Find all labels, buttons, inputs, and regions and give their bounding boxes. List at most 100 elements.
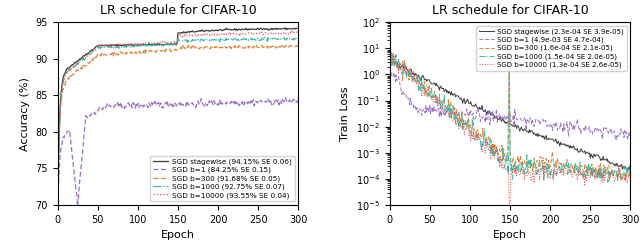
X-axis label: Epoch: Epoch [493, 230, 527, 240]
SGD b=10000 (93.55% SE 0.04) [151, 41, 159, 44]
SGD b=10000 (1.3e-04 SE 2.6e-05) [387, 51, 394, 54]
SGD b=1 (84.25% SE 0.15) [278, 102, 285, 105]
SGD b=1000 (1.5e-04 SE 2.0e-05) [611, 168, 618, 171]
SGD b=300 (1.6e-04 SE 2.1e-05) [386, 57, 394, 60]
Line: SGD b=10000 (93.55% SE 0.04): SGD b=10000 (93.55% SE 0.04) [58, 31, 298, 205]
SGD b=300 (91.68% SE 0.05) [276, 45, 284, 48]
SGD b=1000 (92.75% SE 0.07) [294, 36, 302, 39]
SGD b=1 (84.25% SE 0.15) [152, 101, 159, 103]
Line: SGD b=300 (1.6e-04 SE 2.1e-05): SGD b=300 (1.6e-04 SE 2.1e-05) [390, 49, 630, 181]
SGD b=1 (4.9e-03 SE 4.7e-04) [575, 128, 583, 131]
Line: SGD b=1 (84.25% SE 0.15): SGD b=1 (84.25% SE 0.15) [58, 98, 298, 207]
SGD b=300 (91.68% SE 0.05) [257, 46, 264, 49]
Line: SGD b=300 (91.68% SE 0.05): SGD b=300 (91.68% SE 0.05) [58, 44, 298, 205]
SGD b=1000 (92.75% SE 0.07) [257, 38, 264, 41]
SGD b=1000 (92.75% SE 0.07) [267, 36, 275, 39]
Y-axis label: Accuracy (%): Accuracy (%) [20, 77, 30, 151]
SGD b=1000 (1.5e-04 SE 2.0e-05) [576, 161, 584, 164]
SGD b=1000 (92.75% SE 0.07) [278, 38, 285, 41]
SGD b=1 (84.25% SE 0.15) [159, 106, 167, 109]
SGD stagewise (2.3e-04 SE 3.9e-05) [575, 150, 583, 153]
SGD b=1 (4.9e-03 SE 4.7e-04) [483, 118, 491, 121]
SGD b=300 (1.6e-04 SE 2.1e-05) [491, 143, 499, 145]
SGD b=300 (91.68% SE 0.05) [294, 46, 302, 49]
SGD b=1 (84.25% SE 0.15) [54, 204, 61, 206]
SGD b=10000 (93.55% SE 0.04) [257, 32, 264, 35]
SGD b=10000 (1.3e-04 SE 2.6e-05) [611, 180, 618, 183]
SGD b=300 (91.68% SE 0.05) [54, 204, 61, 206]
Title: LR schedule for CIFAR-10: LR schedule for CIFAR-10 [432, 4, 588, 17]
SGD b=1 (84.25% SE 0.15) [219, 102, 227, 105]
SGD b=1 (4.9e-03 SE 4.7e-04) [550, 123, 558, 126]
SGD stagewise (2.3e-04 SE 3.9e-05) [386, 59, 394, 62]
SGD stagewise (2.3e-04 SE 3.9e-05) [627, 165, 634, 168]
SGD b=1000 (1.5e-04 SE 2.0e-05) [589, 166, 597, 169]
SGD b=1 (4.9e-03 SE 4.7e-04) [491, 117, 499, 120]
X-axis label: Epoch: Epoch [161, 230, 195, 240]
SGD b=1 (84.25% SE 0.15) [244, 102, 252, 105]
SGD b=1000 (92.75% SE 0.07) [54, 204, 61, 206]
SGD b=300 (91.68% SE 0.05) [279, 43, 287, 46]
SGD b=10000 (93.55% SE 0.04) [294, 31, 302, 34]
SGD b=10000 (1.3e-04 SE 2.6e-05) [506, 204, 513, 206]
SGD stagewise (2.3e-04 SE 3.9e-05) [491, 116, 499, 119]
SGD b=10000 (93.55% SE 0.04) [159, 40, 166, 43]
Line: SGD b=1000 (92.75% SE 0.07): SGD b=1000 (92.75% SE 0.07) [58, 37, 298, 205]
SGD b=300 (1.6e-04 SE 2.1e-05) [589, 170, 597, 173]
SGD b=1000 (92.75% SE 0.07) [218, 38, 226, 41]
SGD stagewise (2.3e-04 SE 3.9e-05) [609, 162, 616, 165]
SGD b=1000 (1.5e-04 SE 2.0e-05) [484, 142, 492, 145]
SGD b=1000 (1.5e-04 SE 2.0e-05) [386, 55, 394, 58]
SGD b=300 (1.6e-04 SE 2.1e-05) [610, 174, 618, 177]
SGD b=1 (4.9e-03 SE 4.7e-04) [589, 133, 596, 136]
SGD stagewise (94.15% SE 0.06) [276, 28, 284, 31]
SGD b=300 (91.68% SE 0.05) [243, 45, 251, 48]
SGD b=300 (91.68% SE 0.05) [151, 49, 159, 52]
SGD b=1000 (92.75% SE 0.07) [151, 43, 159, 46]
SGD b=1 (84.25% SE 0.15) [294, 99, 302, 102]
SGD b=10000 (1.3e-04 SE 2.6e-05) [591, 177, 598, 180]
SGD b=1000 (92.75% SE 0.07) [243, 37, 251, 40]
SGD b=10000 (1.3e-04 SE 2.6e-05) [552, 170, 559, 173]
SGD b=10000 (1.3e-04 SE 2.6e-05) [627, 172, 634, 175]
SGD stagewise (94.15% SE 0.06) [218, 29, 226, 32]
SGD b=10000 (93.55% SE 0.04) [54, 204, 61, 206]
Line: SGD b=10000 (1.3e-04 SE 2.6e-05): SGD b=10000 (1.3e-04 SE 2.6e-05) [390, 53, 630, 205]
SGD b=10000 (1.3e-04 SE 2.6e-05) [484, 143, 492, 146]
SGD b=10000 (93.55% SE 0.04) [288, 30, 296, 33]
SGD b=1000 (1.5e-04 SE 2.0e-05) [627, 168, 634, 171]
SGD b=1 (4.9e-03 SE 4.7e-04) [386, 65, 394, 68]
SGD b=1000 (1.5e-04 SE 2.0e-05) [551, 162, 559, 165]
SGD b=1 (4.9e-03 SE 4.7e-04) [609, 132, 616, 135]
SGD stagewise (94.15% SE 0.06) [151, 43, 159, 46]
SGD stagewise (94.15% SE 0.06) [282, 26, 290, 29]
SGD b=10000 (93.55% SE 0.04) [276, 31, 284, 34]
SGD stagewise (94.15% SE 0.06) [159, 44, 166, 47]
SGD stagewise (2.3e-04 SE 3.9e-05) [550, 140, 558, 143]
SGD b=10000 (1.3e-04 SE 2.6e-05) [386, 55, 394, 58]
SGD stagewise (94.15% SE 0.06) [54, 204, 61, 206]
SGD b=10000 (1.3e-04 SE 2.6e-05) [492, 148, 499, 151]
SGD b=10000 (93.55% SE 0.04) [218, 32, 226, 35]
Line: SGD stagewise (94.15% SE 0.06): SGD stagewise (94.15% SE 0.06) [58, 28, 298, 205]
SGD b=1000 (1.5e-04 SE 2.0e-05) [492, 153, 499, 156]
SGD stagewise (94.15% SE 0.06) [294, 27, 302, 30]
SGD b=1 (4.9e-03 SE 4.7e-04) [627, 136, 634, 139]
SGD b=1000 (1.5e-04 SE 2.0e-05) [604, 181, 612, 184]
Legend: SGD stagewise (94.15% SE 0.06), SGD b=1 (84.25% SE 0.15), SGD b=300 (91.68% SE 0: SGD stagewise (94.15% SE 0.06), SGD b=1 … [150, 156, 294, 201]
Line: SGD stagewise (2.3e-04 SE 3.9e-05): SGD stagewise (2.3e-04 SE 3.9e-05) [390, 60, 630, 170]
SGD b=300 (91.68% SE 0.05) [218, 46, 226, 49]
SGD b=1 (84.25% SE 0.15) [74, 205, 81, 208]
SGD b=300 (1.6e-04 SE 2.1e-05) [483, 140, 491, 143]
SGD b=300 (1.6e-04 SE 2.1e-05) [627, 174, 634, 177]
SGD b=10000 (93.55% SE 0.04) [243, 32, 251, 35]
SGD b=300 (91.68% SE 0.05) [159, 49, 166, 52]
SGD stagewise (94.15% SE 0.06) [257, 27, 264, 30]
SGD b=300 (1.6e-04 SE 2.1e-05) [617, 179, 625, 182]
SGD b=10000 (1.3e-04 SE 2.6e-05) [577, 170, 584, 173]
Line: SGD b=1000 (1.5e-04 SE 2.0e-05): SGD b=1000 (1.5e-04 SE 2.0e-05) [390, 49, 630, 182]
SGD b=1000 (1.5e-04 SE 2.0e-05) [387, 47, 394, 50]
SGD b=300 (1.6e-04 SE 2.1e-05) [551, 162, 559, 165]
SGD b=300 (1.6e-04 SE 2.1e-05) [576, 169, 584, 172]
SGD stagewise (2.3e-04 SE 3.9e-05) [624, 168, 632, 171]
